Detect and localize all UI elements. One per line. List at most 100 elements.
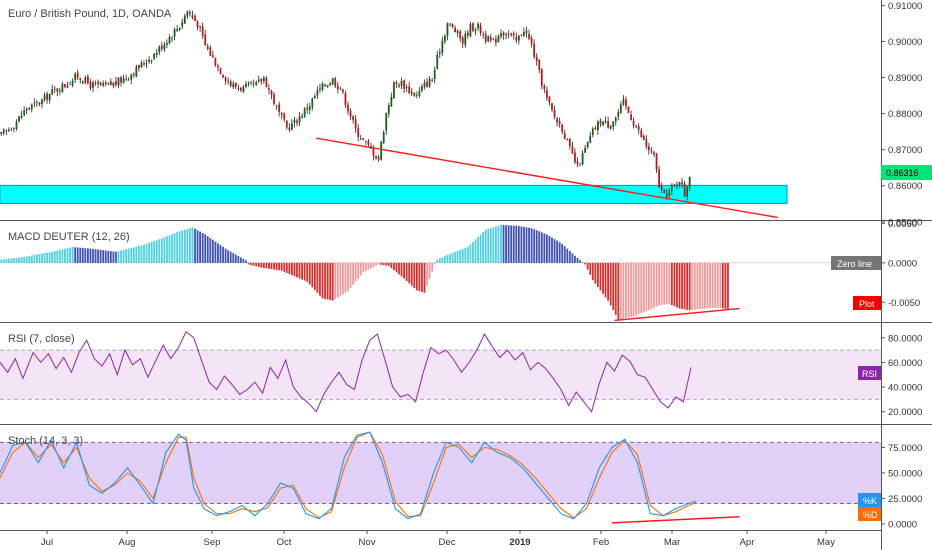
macd-bar bbox=[99, 249, 102, 263]
x-tick-label: Sep bbox=[204, 537, 221, 548]
candle-body bbox=[614, 117, 617, 122]
macd-bar bbox=[247, 262, 250, 265]
y-tick-label: 0.0000 bbox=[888, 258, 917, 269]
macd-bar bbox=[387, 262, 390, 266]
candle-body bbox=[206, 46, 209, 49]
macd-bar bbox=[512, 225, 515, 263]
macd-bar bbox=[591, 262, 594, 281]
stoch-panel-title: Stoch (14, 3, 3) bbox=[8, 435, 83, 447]
candle-body bbox=[87, 76, 89, 84]
macd-bar bbox=[507, 225, 510, 263]
candle-body bbox=[347, 104, 349, 112]
candle-body bbox=[262, 77, 265, 82]
plot-label: Plot bbox=[859, 299, 875, 309]
macd-bar bbox=[385, 262, 388, 266]
macd-bar bbox=[431, 262, 434, 272]
macd-bar bbox=[69, 247, 71, 263]
macd-bar bbox=[71, 247, 74, 263]
macd-bar bbox=[268, 262, 270, 269]
candle-body bbox=[153, 53, 156, 59]
macd-bar bbox=[313, 262, 316, 291]
macd-bar bbox=[270, 262, 273, 270]
macd-bar bbox=[546, 234, 548, 263]
candle-body bbox=[612, 121, 615, 127]
candle-body bbox=[523, 32, 525, 36]
y-tick-label: 0.90000 bbox=[888, 37, 922, 48]
macd-bar bbox=[617, 262, 620, 320]
candle-body bbox=[64, 84, 66, 87]
rsi-label: RSI bbox=[862, 369, 877, 379]
candle-body bbox=[130, 74, 133, 80]
macd-bar bbox=[306, 262, 309, 282]
macd-bar bbox=[648, 262, 650, 311]
candle-body bbox=[584, 147, 587, 153]
candle-body bbox=[99, 83, 102, 86]
macd-bar bbox=[487, 228, 490, 263]
y-tick-label: -0.0050 bbox=[888, 298, 920, 309]
macd-bar bbox=[178, 231, 181, 263]
candle-body bbox=[2, 129, 5, 134]
macd-bar bbox=[706, 262, 709, 309]
macd-bar bbox=[716, 262, 719, 308]
macd-bar bbox=[166, 236, 168, 263]
macd-bar bbox=[262, 262, 265, 268]
candle-body bbox=[311, 98, 314, 108]
macd-bar bbox=[398, 262, 400, 275]
macd-bar bbox=[625, 262, 627, 319]
stoch-panel[interactable] bbox=[0, 431, 740, 524]
macd-bar bbox=[87, 248, 89, 263]
candle-body bbox=[459, 31, 462, 39]
macd-bar bbox=[479, 234, 482, 263]
stoch-band bbox=[0, 442, 881, 504]
macd-bar bbox=[727, 262, 729, 310]
candle-body bbox=[393, 82, 395, 99]
macd-bar bbox=[125, 249, 128, 263]
macd-bar bbox=[543, 233, 546, 263]
candle-body bbox=[92, 82, 94, 88]
macd-bar bbox=[79, 247, 82, 263]
macd-bar bbox=[336, 262, 339, 298]
macd-bar bbox=[701, 262, 704, 309]
candle-body bbox=[561, 124, 564, 132]
macd-bar bbox=[535, 230, 538, 263]
candle-body bbox=[25, 109, 28, 111]
macd-bar bbox=[607, 262, 609, 301]
candle-body bbox=[385, 113, 388, 131]
macd-panel[interactable] bbox=[0, 224, 881, 322]
candle-body bbox=[36, 102, 38, 104]
rsi-panel[interactable] bbox=[0, 330, 692, 413]
macd-bar bbox=[525, 227, 528, 263]
macd-bar bbox=[181, 230, 184, 263]
macd-bar bbox=[260, 262, 263, 268]
macd-bar bbox=[245, 260, 247, 263]
macd-bar bbox=[584, 262, 587, 265]
candle-body bbox=[211, 55, 214, 58]
candle-body bbox=[525, 30, 528, 34]
candle-body bbox=[464, 33, 467, 45]
candle-body bbox=[512, 33, 515, 36]
candle-body bbox=[224, 77, 227, 82]
candle-body bbox=[602, 121, 604, 126]
candle-body bbox=[227, 81, 230, 82]
candle-body bbox=[38, 102, 41, 105]
candle-body bbox=[413, 92, 416, 96]
candle-body bbox=[18, 116, 20, 122]
macd-bar bbox=[5, 259, 8, 263]
candle-body bbox=[344, 93, 347, 106]
candle-body bbox=[688, 177, 691, 188]
macd-bar bbox=[426, 262, 428, 286]
macd-bar bbox=[622, 262, 625, 319]
candle-body bbox=[408, 86, 411, 94]
candle-body bbox=[663, 189, 666, 193]
candle-body bbox=[331, 78, 334, 85]
macd-bar bbox=[145, 243, 148, 263]
macd-bar bbox=[132, 247, 135, 263]
price-trendline bbox=[316, 137, 778, 219]
candle-body bbox=[466, 32, 469, 36]
macd-bar bbox=[711, 262, 714, 309]
price-panel[interactable] bbox=[0, 9, 788, 219]
candle-body bbox=[10, 128, 13, 130]
candle-body bbox=[645, 139, 648, 147]
candle-body bbox=[265, 77, 268, 88]
